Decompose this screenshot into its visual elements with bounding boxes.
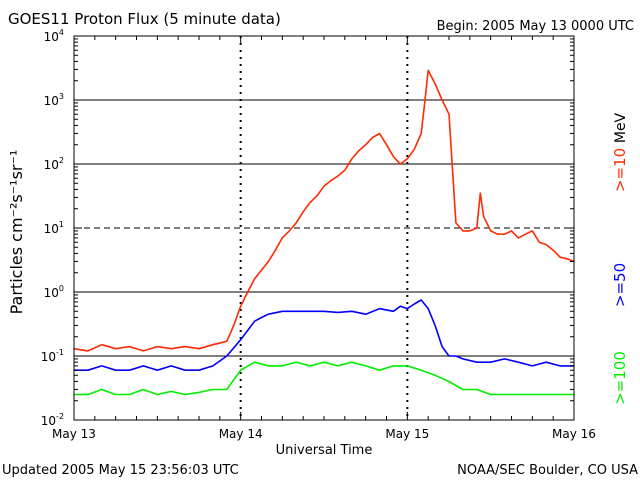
- legend: >=10 >=50 >=100 MeV: [611, 112, 629, 404]
- unit-label: MeV: [613, 112, 629, 143]
- x-tick-label: May 15: [385, 427, 429, 441]
- series-line: [74, 361, 574, 396]
- y-tick-label: 103: [44, 92, 64, 108]
- series-layer: [73, 69, 575, 396]
- x-axis-label: Universal Time: [276, 443, 373, 458]
- y-tick-label: 101: [44, 220, 64, 236]
- x-tick-label: May 16: [552, 427, 596, 441]
- y-tick-label: 100: [44, 284, 64, 300]
- footer-updated: Updated 2005 May 15 23:56:03 UTC: [2, 463, 239, 478]
- x-tick-label: May 13: [52, 427, 96, 441]
- y-tick-label: 104: [44, 28, 64, 44]
- legend-label: >=50: [611, 263, 629, 307]
- plot-frame: [73, 35, 575, 421]
- series-line: [74, 299, 574, 371]
- begin-time: Begin: 2005 May 13 0000 UTC: [437, 19, 634, 34]
- legend-label: >=100: [611, 351, 629, 405]
- footer-source: NOAA/SEC Boulder, CO USA: [457, 463, 638, 478]
- y-tick-label: 10-2: [41, 412, 64, 428]
- series-line: [73, 69, 575, 352]
- y-tick-label: 10-1: [41, 348, 64, 364]
- y-axis-label: Particles cm⁻²s⁻¹sr⁻¹: [7, 150, 26, 315]
- x-tick-label: May 14: [219, 427, 263, 441]
- y-tick-label: 102: [44, 156, 64, 172]
- gridlines: [74, 36, 574, 420]
- legend-label: >=10: [611, 148, 629, 192]
- axis-ticks: 10-2 10-1 100 101 102 103 104 May 13 May 14 May 1…: [41, 28, 596, 441]
- chart-title: GOES11 Proton Flux (5 minute data): [8, 10, 281, 28]
